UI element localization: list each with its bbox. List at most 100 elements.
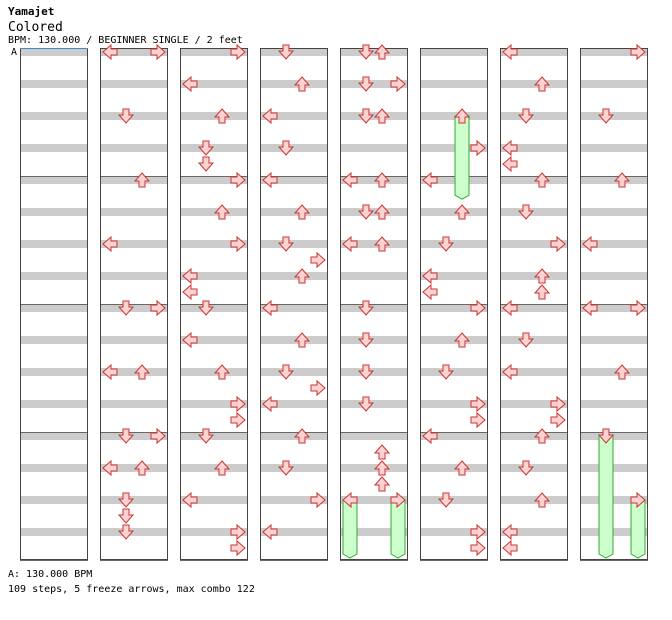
beat-stripe: [180, 368, 248, 376]
step-arrow-down: [357, 396, 375, 412]
step-arrow-down: [437, 364, 455, 380]
step-arrow-left: [102, 459, 118, 477]
beat-stripe: [420, 240, 488, 248]
step-arrow-right: [230, 43, 246, 61]
step-arrow-down: [357, 108, 375, 124]
beat-stripe: [260, 528, 328, 536]
step-arrow-down: [437, 492, 455, 508]
step-arrow-right: [230, 411, 246, 429]
beat-stripe: [260, 272, 328, 280]
step-arrow-down: [357, 364, 375, 380]
beat-stripe: [580, 272, 648, 280]
step-arrow-left: [262, 299, 278, 317]
beat-stripe: [100, 144, 168, 152]
beat-stripe: [500, 304, 568, 312]
beat-stripe: [500, 48, 568, 56]
step-arrow-left: [342, 491, 358, 509]
step-arrow-down: [197, 428, 215, 444]
step-arrow-up: [213, 204, 231, 220]
step-arrow-left: [582, 299, 598, 317]
step-arrow-down: [197, 156, 215, 172]
chart-column-2: [100, 43, 168, 561]
beat-stripe: [420, 432, 488, 440]
step-arrow-down: [117, 508, 135, 524]
step-arrow-up: [213, 364, 231, 380]
beat-stripe: [20, 208, 88, 216]
chart-meta: BPM: 130.000 / BEGINNER SINGLE / 2 feet: [8, 35, 243, 46]
beat-stripe: [420, 336, 488, 344]
beat-stripe: [420, 496, 488, 504]
beat-stripe: [100, 240, 168, 248]
beat-stripe: [100, 432, 168, 440]
step-arrow-right: [630, 43, 646, 61]
beat-stripe: [580, 80, 648, 88]
step-arrow-up: [293, 428, 311, 444]
beat-stripe: [100, 336, 168, 344]
beat-stripe: [100, 368, 168, 376]
step-arrow-up: [293, 76, 311, 92]
step-arrow-right: [230, 523, 246, 541]
beat-stripe: [260, 144, 328, 152]
step-arrow-left: [262, 395, 278, 413]
beat-stripe: [100, 304, 168, 312]
step-arrow-left: [502, 523, 518, 541]
step-arrow-down: [357, 332, 375, 348]
beat-stripe: [260, 368, 328, 376]
beat-stripe: [500, 240, 568, 248]
beat-stripe: [20, 368, 88, 376]
beat-stripe: [260, 336, 328, 344]
chart-column-8: [580, 43, 648, 561]
chart-column-3: [180, 43, 248, 561]
step-arrow-up: [533, 284, 551, 300]
step-arrow-right: [230, 395, 246, 413]
beat-stripe: [340, 432, 408, 440]
step-arrow-right: [150, 299, 166, 317]
beat-stripe: [580, 496, 648, 504]
beat-stripe: [180, 240, 248, 248]
freeze-arrow-left: [342, 499, 358, 559]
beat-stripe: [100, 208, 168, 216]
step-arrow-left: [422, 283, 438, 301]
freeze-arrow-down: [598, 435, 614, 559]
column-border: [340, 48, 408, 560]
step-arrow-down: [117, 300, 135, 316]
step-arrow-left: [102, 363, 118, 381]
step-arrow-up: [533, 172, 551, 188]
step-arrow-up: [373, 236, 391, 252]
step-arrow-left: [422, 427, 438, 445]
beat-stripe: [420, 400, 488, 408]
step-arrow-up: [133, 364, 151, 380]
step-arrow-down: [277, 460, 295, 476]
beat-stripe: [500, 144, 568, 152]
step-arrow-down: [517, 460, 535, 476]
chart-column-5: [340, 44, 408, 561]
beat-stripe: [580, 208, 648, 216]
step-arrow-down: [357, 44, 375, 60]
step-arrow-left: [182, 283, 198, 301]
beat-stripe: [420, 48, 488, 56]
step-arrow-left: [502, 539, 518, 557]
beat-stripe: [500, 336, 568, 344]
step-arrow-left: [582, 235, 598, 253]
step-arrow-right: [550, 411, 566, 429]
beat-stripe: [580, 400, 648, 408]
beat-stripe: [260, 240, 328, 248]
step-arrow-left: [502, 139, 518, 157]
beat-stripe: [500, 272, 568, 280]
step-arrow-up: [373, 204, 391, 220]
beat-stripe: [20, 80, 88, 88]
step-arrow-right: [310, 379, 326, 397]
step-arrow-right: [470, 395, 486, 413]
beat-stripe: [260, 496, 328, 504]
beat-stripe: [500, 528, 568, 536]
step-arrow-down: [197, 300, 215, 316]
step-arrow-right: [550, 235, 566, 253]
beat-stripe: [580, 432, 648, 440]
step-arrow-up: [533, 428, 551, 444]
beat-stripe: [180, 464, 248, 472]
beat-stripe: [580, 464, 648, 472]
beat-stripe: [340, 400, 408, 408]
beat-stripe: [340, 176, 408, 184]
beat-stripe: [260, 304, 328, 312]
beat-stripe: [420, 272, 488, 280]
